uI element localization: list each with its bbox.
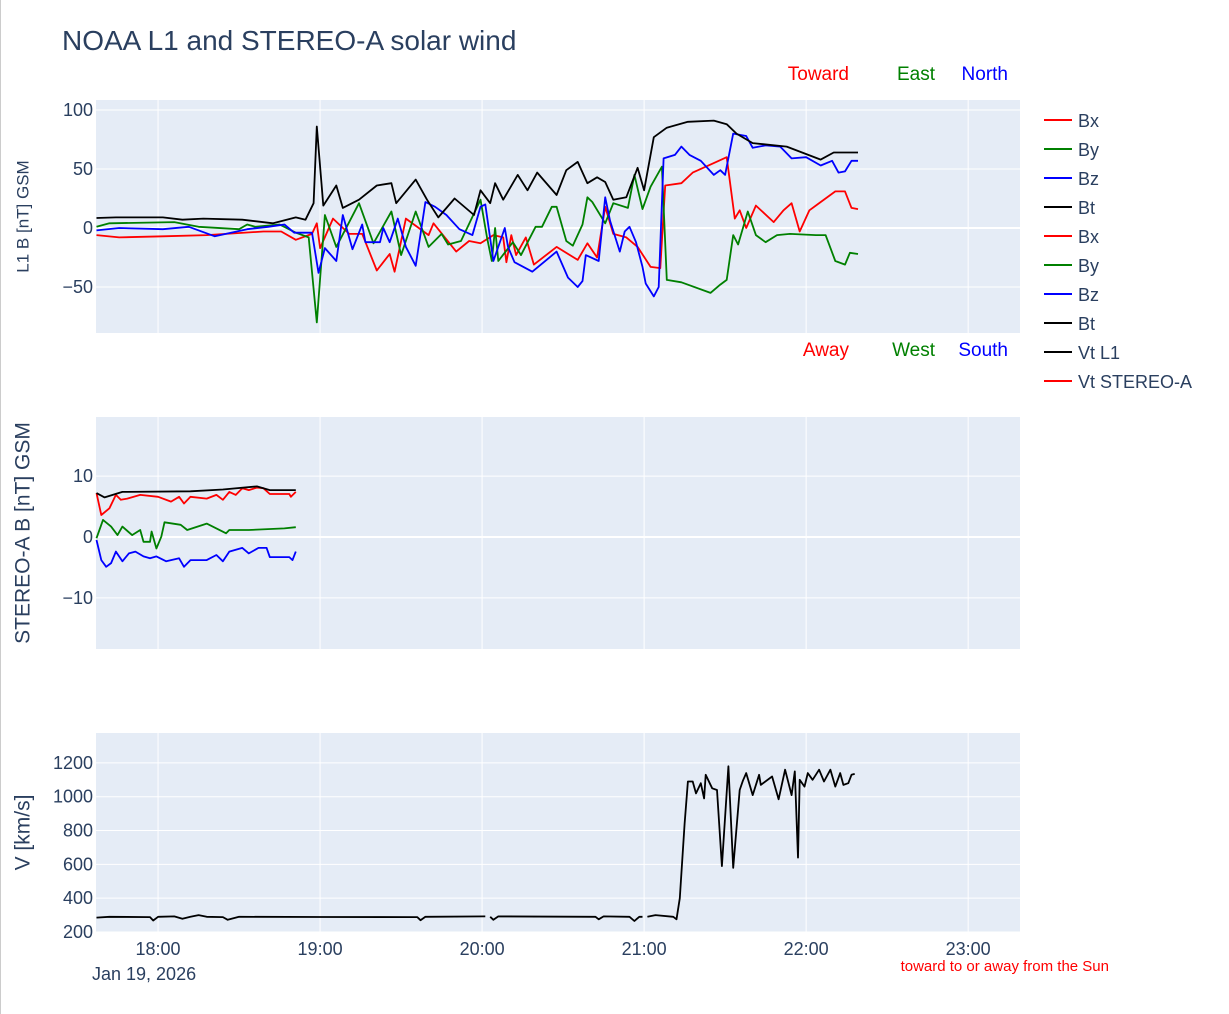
annotation-away: Away (803, 340, 850, 361)
y-tick-label: 50 (73, 159, 93, 179)
y-tick-label: 0 (83, 218, 93, 238)
series-bx-line (95, 486, 297, 516)
chart-title: NOAA L1 and STEREO-A solar wind (62, 25, 516, 56)
series-bt-line (96, 119, 858, 225)
sun-direction-note: toward to or away from the Sun (901, 958, 1109, 975)
y-tick-label: 800 (63, 821, 93, 841)
y-tick-label: 100 (63, 100, 93, 120)
legend-label: By (1078, 140, 1099, 160)
legend-label: Bx (1078, 111, 1099, 131)
legend-item[interactable]: Bx (1044, 111, 1099, 131)
legend-label: Bz (1078, 169, 1099, 189)
panel-1: 100 50 0 −50 L1 B [nT] GSM Toward East North Awa… (13, 64, 1020, 361)
x-tick-label: 23:00 (946, 939, 991, 959)
legend-item[interactable]: Bt (1044, 198, 1095, 218)
legend-item[interactable]: Bt (1044, 314, 1095, 334)
y-tick-label: 400 (63, 888, 93, 908)
y-tick-label: −10 (62, 588, 93, 608)
annotation-toward: Toward (788, 64, 849, 85)
x-tick-label: 22:00 (784, 939, 829, 959)
annotation-north: North (962, 64, 1008, 85)
series-bz-line (95, 539, 297, 568)
plot-area (96, 417, 1020, 649)
y-axis-title: L1 B [nT] GSM (13, 160, 32, 272)
plot-area (96, 100, 1020, 333)
x-tick-label: 19:00 (298, 939, 343, 959)
legend-label: Bt (1078, 198, 1095, 218)
panel-2: 10 0 −10 STEREO-A B [nT] GSM (12, 417, 1020, 649)
y-tick-label: 10 (73, 466, 93, 486)
series-by-line (96, 165, 859, 324)
legend-label: Bz (1078, 285, 1099, 305)
y-tick-label: 1200 (53, 753, 93, 773)
legend-item[interactable]: Bx (1044, 227, 1099, 247)
legend-label: By (1078, 256, 1099, 276)
legend-item[interactable]: Vt STEREO-A (1044, 372, 1192, 392)
series-bx-line (96, 156, 859, 273)
panel-3: 200 400 600 800 1000 1200 V [km/s] (12, 733, 1020, 942)
legend[interactable]: Bx By Bz Bt Bx By Bz Bt Vt L1 Vt STEREO-A (1044, 111, 1192, 392)
series-bz-line (96, 132, 858, 298)
y-tick-label: 600 (63, 854, 93, 874)
legend-label: Vt STEREO-A (1078, 372, 1192, 392)
y-axis-title: STEREO-A B [nT] GSM (12, 422, 35, 644)
x-tick-label: 18:00 (136, 939, 181, 959)
x-tick-label: 21:00 (622, 939, 667, 959)
legend-item[interactable]: By (1044, 140, 1099, 160)
series-vt-l1-line (96, 765, 855, 922)
legend-label: Vt L1 (1078, 343, 1120, 363)
annotation-south: South (958, 340, 1008, 361)
y-axis-title: V [km/s] (12, 795, 35, 871)
annotation-west: West (892, 340, 936, 361)
annotation-east: East (897, 64, 936, 85)
y-tick-label: 1000 (53, 787, 93, 807)
plot-area (96, 733, 1020, 932)
y-tick-label: −50 (62, 277, 93, 297)
legend-label: Bx (1078, 227, 1099, 247)
legend-item[interactable]: Vt L1 (1044, 343, 1120, 363)
legend-item[interactable]: Bz (1044, 285, 1099, 305)
legend-item[interactable]: Bz (1044, 169, 1099, 189)
series-by-line (95, 519, 296, 550)
legend-label: Bt (1078, 314, 1095, 334)
x-tick-label: 20:00 (460, 939, 505, 959)
x-date-label: Jan 19, 2026 (92, 964, 196, 984)
series-bt-line (96, 485, 296, 499)
y-tick-label: 0 (83, 527, 93, 547)
y-tick-label: 200 (63, 922, 93, 942)
legend-item[interactable]: By (1044, 256, 1099, 276)
